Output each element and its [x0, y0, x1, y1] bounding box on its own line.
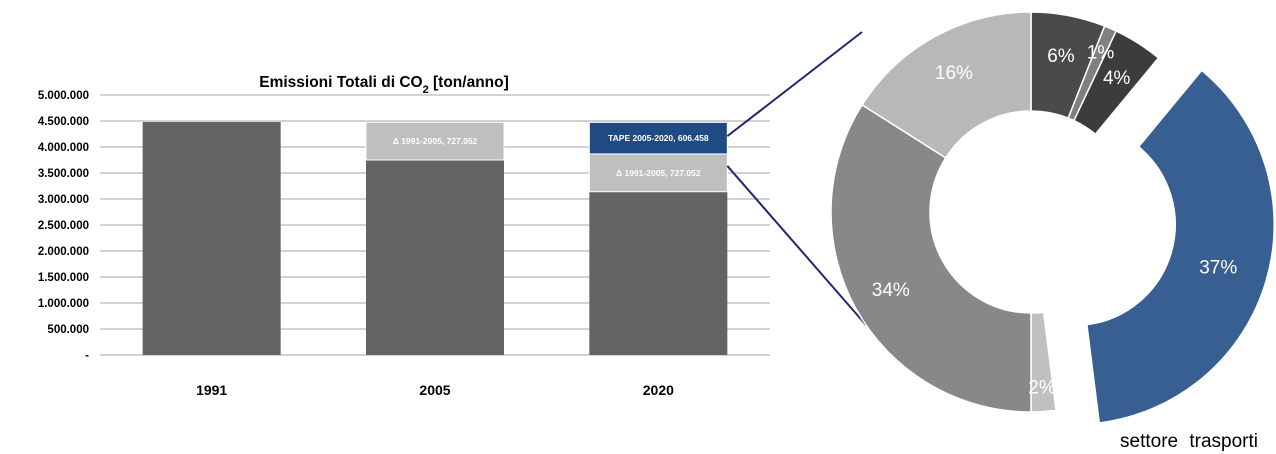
- bar-segment: [589, 191, 728, 355]
- bars: Δ 1991-2005, 727.052 Δ 1991-2005, 727.052…: [142, 121, 728, 355]
- y-tick-label: 1.000.000: [38, 298, 89, 310]
- donut-slice-label: 34%: [872, 280, 910, 301]
- bar-segment-label: TAPE 2005-2020, 606.458: [608, 133, 709, 143]
- bar-segment-label: Δ 1991-2005, 727.052: [393, 136, 478, 146]
- y-axis-ticks: - 500.000 1.000.000 1.500.000 2.000.000 2.500…: [38, 90, 89, 362]
- y-tick-label: 5.000.000: [38, 90, 89, 102]
- donut-slice-label: 4%: [1103, 68, 1131, 89]
- bar-segment: [588, 153, 728, 193]
- y-tick-label: 3.500.000: [38, 168, 89, 180]
- y-tick-label: 4.500.000: [38, 116, 89, 128]
- y-tick-label: 3.000.000: [38, 194, 89, 206]
- donut-slice-label: 37%: [1199, 257, 1237, 278]
- title-subscript: 2: [423, 84, 429, 96]
- donut-slice: [1073, 30, 1160, 136]
- donut-slices: [830, 11, 1275, 424]
- donut-slice: [1086, 69, 1275, 424]
- x-tick-label: 2020: [643, 382, 674, 398]
- bar-segment: [588, 121, 728, 155]
- donut-labels: 6% 1% 4% 37% 2% 34% 16%: [872, 42, 1238, 398]
- donut-slice-label: 6%: [1047, 46, 1075, 67]
- y-tick-label: 2.000.000: [38, 246, 89, 258]
- x-axis-ticks: 1991 2005 2020: [196, 382, 674, 398]
- connector-line: [726, 31, 863, 137]
- bar-chart-title: Emissioni Totali di CO2 [ton/anno]: [259, 74, 509, 96]
- donut-slice: [861, 11, 1032, 159]
- y-tick-label: 500.000: [47, 324, 89, 336]
- x-tick-label: 2005: [419, 382, 450, 398]
- title-suffix: [ton/anno]: [429, 74, 509, 91]
- donut-slice-label: 16%: [935, 63, 973, 84]
- donut-slice-label: 1%: [1087, 42, 1115, 63]
- y-tick-label: -: [85, 350, 89, 362]
- bar-segment: [142, 122, 281, 355]
- connector-line: [726, 165, 867, 326]
- donut-chart: 6% 1% 4% 37% 2% 34% 16%: [830, 11, 1275, 424]
- connector-lines: [726, 31, 867, 326]
- bar-segment-label: Δ 1991-2005, 727.052: [616, 168, 701, 178]
- donut-slice: [830, 103, 1032, 413]
- y-tick-label: 4.000.000: [38, 142, 89, 154]
- bar-segment: [365, 121, 505, 161]
- donut-slice-label: 2%: [1028, 378, 1056, 399]
- title-main: Emissioni Totali di CO: [259, 74, 422, 91]
- y-tick-label: 1.500.000: [38, 272, 89, 284]
- y-tick-label: 2.500.000: [38, 220, 89, 232]
- bar-chart: Emissioni Totali di CO2 [ton/anno] - 500.…: [38, 74, 770, 398]
- bar-segment: [366, 160, 504, 355]
- x-tick-label: 1991: [196, 382, 227, 398]
- donut-caption: settore trasporti: [1120, 431, 1258, 452]
